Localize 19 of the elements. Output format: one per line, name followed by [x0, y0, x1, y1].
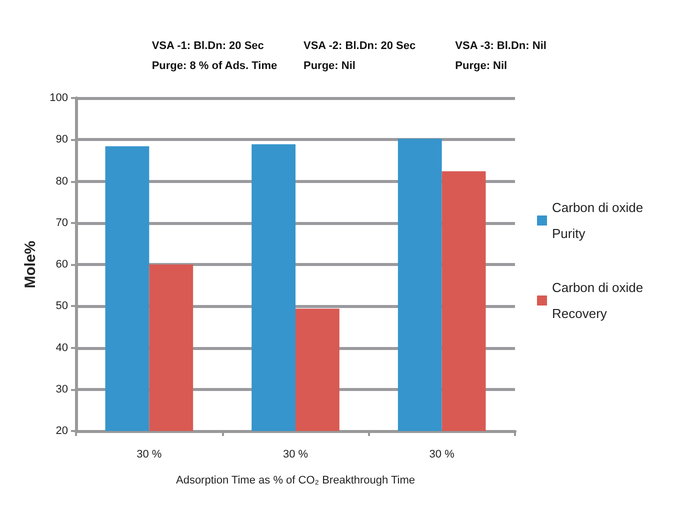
y-axis-title: Mole%: [22, 240, 39, 288]
legend-label: Carbon di oxide Purity: [552, 200, 647, 241]
y-tick-label: 30: [56, 383, 68, 396]
text: VSA -1: Bl.Dn: 20 Sec Purge: 8 % of Ads. Time: [152, 40, 278, 72]
x-tick-label: 30 %: [282, 448, 308, 460]
y-tick-label: 70: [56, 216, 68, 229]
y-tick-label: 60: [56, 258, 68, 270]
text: VSA -3: Bl.Dn: Nil Purge: Nil: [455, 40, 546, 72]
y-tick-label: 20: [56, 425, 68, 437]
legend-label: Carbon di oxide Recovery: [552, 280, 647, 321]
y-tick-label: 80: [56, 175, 68, 188]
y-tick-label: 40: [56, 342, 68, 354]
y-tick-label: 90: [56, 134, 68, 146]
y-tick-label: 100: [50, 92, 68, 104]
y-tick-label: 50: [56, 300, 68, 312]
x-axis-title: Adsorption Time as % of CO₂ Breakthrough Time: [176, 474, 416, 486]
x-tick-label: 30 %: [429, 448, 455, 460]
x-tick-label: 30 %: [136, 448, 162, 460]
text: VSA -2: Bl.Dn: 20 Sec Purge: Nil: [304, 40, 416, 72]
